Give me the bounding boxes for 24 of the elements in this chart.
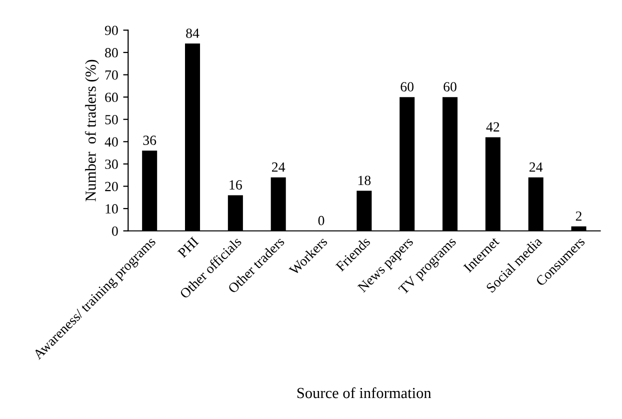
y-tick-label: 40 <box>104 137 118 147</box>
x-axis-title: Source of information <box>297 387 432 398</box>
data-label: 24 <box>272 162 286 172</box>
y-tick-label: 50 <box>105 114 118 124</box>
data-label: 42 <box>486 122 500 132</box>
y-tick-label: 80 <box>105 48 118 58</box>
data-label: 18 <box>358 176 371 186</box>
y-tick-label: 20 <box>105 182 118 192</box>
data-label: 16 <box>230 180 242 190</box>
data-label: 36 <box>143 136 156 145</box>
data-label: 84 <box>186 28 200 38</box>
data-label: 2 <box>576 211 582 221</box>
y-tick-label: 10 <box>106 204 118 214</box>
data-label: 24 <box>530 162 543 172</box>
y-tick-label: 60 <box>105 92 118 102</box>
y-tick-label: 0 <box>112 226 118 236</box>
y-tick-label: 90 <box>104 26 118 36</box>
x-tick-label: PHI <box>177 236 199 258</box>
y-tick-label: 30 <box>105 160 118 169</box>
data-label: 0 <box>318 216 324 226</box>
data-label: 60 <box>444 82 456 92</box>
data-label: 60 <box>400 82 414 92</box>
y-tick-label: 70 <box>105 70 118 80</box>
y-axis-title: Number of traders (%) <box>84 60 99 202</box>
